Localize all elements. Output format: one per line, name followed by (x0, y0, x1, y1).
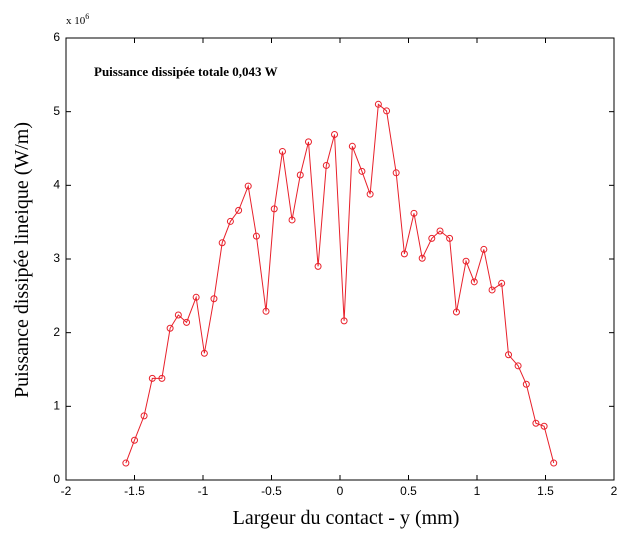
data-point (252, 232, 260, 240)
data-point (366, 190, 374, 198)
data-point (532, 419, 540, 427)
x-tick-label: -1.5 (124, 484, 145, 498)
y-tick-label: 4 (53, 178, 60, 192)
data-point (418, 254, 426, 262)
data-point (235, 206, 243, 214)
data-point (540, 422, 548, 430)
y-tick-label: 6 (53, 30, 60, 44)
data-point (296, 171, 304, 179)
data-point (331, 131, 339, 139)
data-point (192, 293, 200, 301)
x-tick-label: -1 (198, 484, 209, 498)
data-point (348, 142, 356, 150)
data-point (200, 349, 208, 357)
multiplier-exponent: 6 (85, 12, 89, 21)
data-point (166, 324, 174, 332)
data-point (498, 279, 506, 287)
multiplier-base: x 10 (66, 15, 86, 27)
data-point (288, 216, 296, 224)
x-axis-label: Largeur du contact - y (mm) (233, 507, 460, 529)
data-point (480, 245, 488, 253)
data-point (400, 250, 408, 258)
data-point (428, 234, 436, 242)
y-axis-label: Puissance dissipée lineique (W/m) (11, 122, 33, 398)
data-line (125, 103, 555, 464)
data-point (122, 459, 130, 467)
data-point (304, 138, 312, 146)
y-tick-label: 2 (53, 325, 60, 339)
plot-frame (65, 37, 615, 481)
data-point (514, 362, 522, 370)
data-point (392, 169, 400, 177)
data-point (140, 412, 148, 420)
data-point (226, 217, 234, 225)
data-point (262, 307, 270, 315)
data-point (462, 257, 470, 265)
data-point (340, 317, 348, 325)
data-point (174, 311, 182, 319)
data-point (410, 209, 418, 217)
x-tick-label: 2 (611, 484, 618, 498)
data-point (505, 351, 513, 359)
data-point (374, 100, 382, 108)
x-tick-label: 0 (337, 484, 344, 498)
data-point (148, 374, 156, 382)
y-tick-label: 0 (53, 472, 60, 486)
x-tick-label: 1.5 (537, 484, 554, 498)
data-point (218, 239, 226, 247)
y-tick-label: 5 (53, 104, 60, 118)
data-point (244, 182, 252, 190)
data-point (470, 278, 478, 286)
y-tick-label: 1 (53, 399, 60, 413)
annotation: Puissance dissipée totale 0,043 W (94, 64, 278, 79)
data-point (322, 161, 330, 169)
y-tick-label: 3 (53, 251, 60, 265)
data-point (452, 308, 460, 316)
data-point (314, 262, 322, 270)
data-point (278, 147, 286, 155)
data-point (446, 234, 454, 242)
y-multiplier: x 106 (66, 12, 89, 27)
x-tick-label: -2 (61, 484, 72, 498)
data-point (383, 107, 391, 115)
data-point (131, 436, 138, 444)
data-point (183, 318, 191, 326)
data-point (488, 286, 496, 294)
data-point (522, 380, 530, 388)
data-point (436, 227, 444, 235)
data-point (550, 459, 558, 467)
x-tick-label: 1 (474, 484, 481, 498)
x-tick-label: 0.5 (400, 484, 417, 498)
data-point (158, 374, 166, 382)
data-point (210, 295, 218, 303)
data-point (358, 167, 366, 175)
data-point (270, 205, 278, 213)
x-tick-label: -0.5 (261, 484, 282, 498)
